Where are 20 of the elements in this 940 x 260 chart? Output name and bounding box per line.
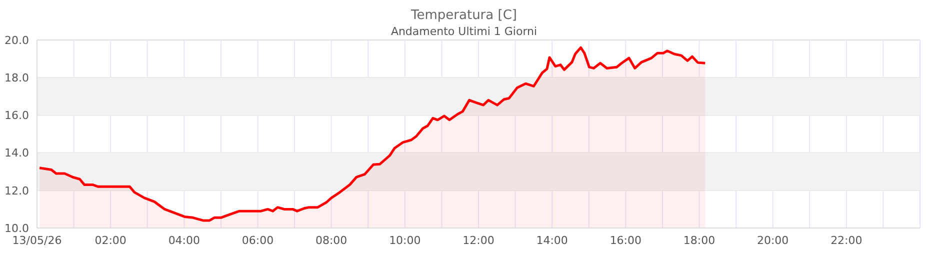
x-tick-label: 08:00 xyxy=(315,234,348,247)
x-tick-label: 12:00 xyxy=(462,234,494,247)
y-tick-label: 16.0 xyxy=(4,109,29,122)
y-tick-label: 14.0 xyxy=(4,146,29,160)
y-tick-label: 10.0 xyxy=(4,222,29,235)
x-tick-label: 16:00 xyxy=(610,234,642,247)
x-tick-label: 04:00 xyxy=(168,234,200,247)
x-tick-label: 18:00 xyxy=(683,234,716,247)
x-tick-label: 13/05/26 xyxy=(12,234,62,247)
y-tick-label: 20.0 xyxy=(4,34,29,47)
x-tick-label: 14:00 xyxy=(536,234,568,247)
x-tick-label: 22:00 xyxy=(830,234,862,247)
x-tick-label: 02:00 xyxy=(94,234,126,247)
y-tick-label: 18.0 xyxy=(4,72,29,85)
x-tick-label: 20:00 xyxy=(756,234,789,247)
chart-subtitle: Andamento Ultimi 1 Giorni xyxy=(390,25,538,38)
x-tick-label: 06:00 xyxy=(242,234,274,247)
x-tick-label: 10:00 xyxy=(389,234,421,247)
y-tick-label: 12.0 xyxy=(4,184,29,198)
chart-title: Temperatura [C] xyxy=(410,8,518,24)
